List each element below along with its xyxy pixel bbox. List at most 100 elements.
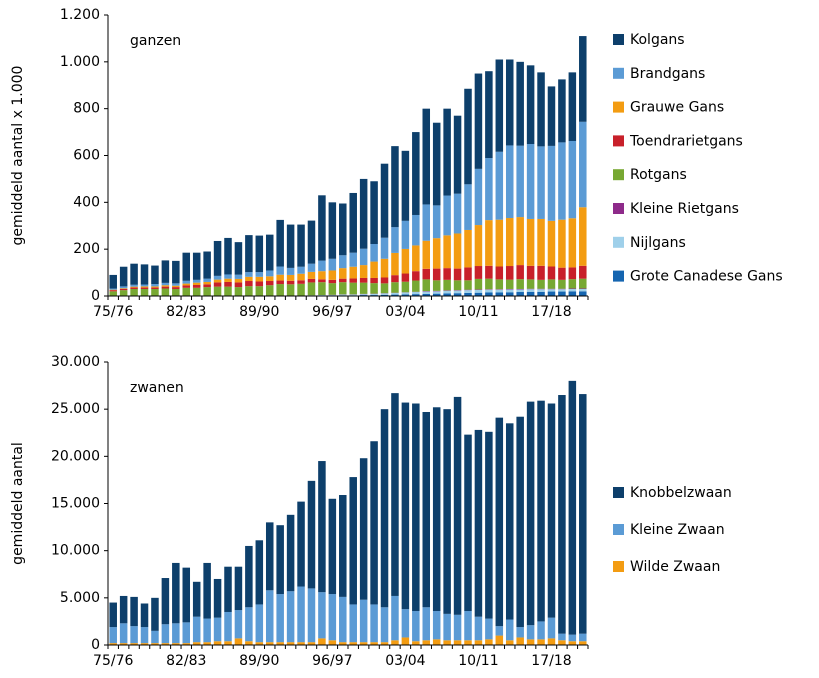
bar-segment [359, 599, 368, 643]
bar-segment [516, 145, 524, 218]
bar-segment [234, 278, 243, 283]
bar-segment [286, 642, 295, 645]
bar-segment [432, 639, 441, 645]
bar-segment [558, 395, 566, 634]
bar-segment [370, 293, 378, 296]
bar-segment [464, 280, 472, 290]
bar-segment [245, 607, 253, 642]
bar-segment [558, 142, 566, 220]
x-tick-label: 82/83 [166, 653, 206, 669]
bar-segment [213, 578, 222, 618]
bar-segment [558, 291, 566, 296]
bar-segment [558, 289, 566, 292]
bar-segment [151, 265, 159, 285]
bar-segment [380, 642, 389, 645]
bar-segment [391, 275, 399, 283]
bar-segment [276, 594, 284, 643]
bar-segment [161, 288, 170, 296]
bar-segment [485, 158, 493, 221]
bar-segment [203, 562, 211, 619]
bar-segment [161, 282, 170, 286]
bar-segment [224, 281, 232, 287]
bar-segment [558, 279, 566, 289]
bar-segment [307, 282, 316, 296]
bar-segment [401, 220, 410, 249]
bar-segment [140, 603, 149, 628]
bar-segment [339, 203, 347, 256]
bar-segment [401, 637, 410, 645]
bar-segment [453, 115, 462, 194]
bar-segment [547, 403, 556, 618]
bar-segment [318, 461, 326, 593]
bar-segment [255, 235, 264, 273]
bar-segment [464, 434, 472, 612]
bar-segment [474, 292, 483, 296]
bar-segment [140, 264, 149, 285]
bar-segment [422, 108, 431, 205]
bar-segment [161, 578, 170, 625]
bar-segment [119, 288, 128, 291]
bar-segment [265, 590, 274, 643]
bar-segment [119, 288, 128, 289]
bar-segment [224, 278, 232, 282]
x-tick-label: 75/76 [93, 304, 133, 320]
bar-segment [213, 240, 222, 276]
bar-segment [526, 639, 535, 645]
bar-segment [161, 285, 170, 287]
bar-segment [401, 402, 410, 610]
y-tick-label: 20.000 [51, 448, 100, 464]
bar-segment [422, 607, 431, 641]
bar-segment [182, 280, 191, 284]
bar-segment [443, 108, 451, 196]
bar-segment [464, 640, 472, 645]
x-tick-label: 96/97 [312, 653, 352, 669]
bar-segment [161, 624, 170, 644]
bar-segment [380, 163, 389, 238]
bar-segment [516, 279, 524, 289]
bar-segment [109, 274, 117, 289]
bar-segment [359, 642, 368, 645]
legend-swatch [613, 34, 624, 45]
bar-segment [130, 596, 138, 627]
bar-segment [380, 409, 389, 608]
bar-segment [432, 268, 441, 281]
bar-segment [119, 290, 128, 296]
bar-segment [245, 281, 253, 287]
bar-segment [526, 291, 535, 296]
bar-segment [130, 288, 138, 296]
bar-segment [505, 289, 514, 293]
bar-segment [297, 224, 305, 267]
bar-segment [109, 290, 117, 292]
y-tick-label: 25.000 [51, 401, 100, 417]
bar-segment [286, 224, 295, 268]
bar-segment [318, 260, 326, 272]
bar-segment [537, 265, 545, 280]
legend-label: Grauwe Gans [630, 100, 724, 116]
bar-segment [453, 268, 462, 281]
bar-segment [516, 265, 524, 280]
bar-segment [568, 380, 577, 635]
legend-swatch [613, 561, 624, 572]
bar-segment [412, 245, 420, 272]
bar-segment [485, 220, 493, 266]
bar-segment [307, 480, 316, 589]
bar-segment [568, 288, 577, 292]
bar-segment [151, 284, 159, 287]
bar-segment [307, 588, 316, 643]
bar-segment [516, 217, 524, 266]
bar-segment [453, 396, 462, 615]
bar-segment [224, 237, 232, 275]
bar-segment [370, 642, 378, 645]
bar-segment [224, 286, 232, 296]
bar-segment [245, 641, 253, 645]
bar-segment [537, 72, 545, 147]
bar-segment [443, 235, 451, 269]
bar-segment [109, 602, 117, 628]
bar-segment [359, 265, 368, 278]
bar-segment [203, 618, 211, 643]
bar-segment [213, 282, 222, 287]
bar-segment [161, 260, 170, 283]
bar-segment [443, 279, 451, 291]
bar-segment [119, 595, 128, 624]
